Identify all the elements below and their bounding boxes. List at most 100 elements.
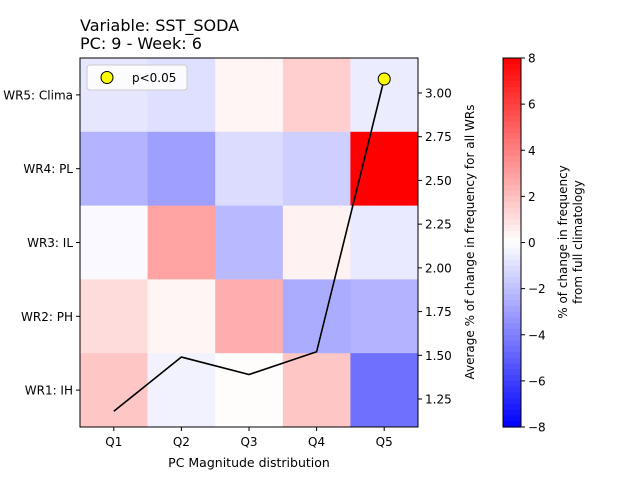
- colorbar-segment: [503, 150, 521, 157]
- heatmap-cell-wr1-ih-q1: [80, 353, 149, 428]
- colorbar-segment: [503, 242, 521, 249]
- colorbar-segment: [503, 259, 521, 267]
- heatmap-cell-wr4-pl-q5: [350, 131, 419, 207]
- y2-tick-label: 2.50: [425, 174, 452, 188]
- colorbar-tick-label: 4: [528, 144, 536, 158]
- colorbar-segment: [503, 346, 521, 353]
- colorbar-tick-label: −6: [528, 374, 546, 388]
- colorbar-segment: [503, 115, 521, 123]
- colorbar-segment: [503, 328, 521, 336]
- colorbar-segment: [503, 167, 521, 174]
- colorbar-segment: [503, 352, 521, 359]
- heatmap-cell-wr3-il-q1: [80, 205, 149, 280]
- colorbar-segment: [503, 219, 521, 226]
- heatmap-cell-wr1-ih-q5: [350, 353, 419, 428]
- colorbar: −8 −6 −4 −2 0 2 4 6 8: [502, 52, 546, 435]
- heatmap-cell-wr2-ph-q5: [350, 279, 419, 354]
- heatmap-cell-wr3-il-q3: [215, 205, 284, 280]
- line-series-path: [113, 78, 385, 412]
- colorbar-segment: [503, 104, 521, 111]
- colorbar-segment: [503, 386, 521, 394]
- colorbar-segment: [503, 277, 521, 284]
- colorbar-tick-label: 2: [528, 190, 536, 204]
- colorbar-segment: [503, 81, 521, 88]
- colorbar-tick-label: −8: [528, 421, 546, 435]
- y2-tick-label: 1.50: [425, 349, 452, 363]
- chart-title-line2: PC: 9 - Week: 6: [80, 34, 202, 53]
- colorbar-segment: [503, 334, 521, 342]
- colorbar-segment: [503, 69, 521, 76]
- colorbar-segment: [503, 403, 521, 411]
- x-tick-label: Q1: [105, 435, 122, 449]
- y2-tick-label: 2.00: [425, 261, 452, 275]
- colorbar-segment: [503, 311, 521, 319]
- colorbar-segment: [503, 138, 521, 146]
- colorbar-tick-label: −4: [528, 328, 546, 342]
- colorbar-segment: [503, 392, 521, 399]
- heatmap-cell-wr1-ih-q2: [147, 353, 216, 428]
- heatmap-cell-wr2-ph-q4: [282, 279, 351, 354]
- colorbar-segment: [503, 369, 521, 376]
- colorbar-segment: [503, 363, 521, 370]
- x-tick-label: Q3: [240, 435, 257, 449]
- colorbar-segment: [503, 92, 521, 99]
- colorbar-segment: [503, 323, 521, 330]
- y-tick-label: WR5: Clima: [3, 88, 73, 102]
- colorbar-segment: [503, 144, 521, 151]
- heatmap-cell-wr4-pl-q4: [282, 131, 351, 207]
- colorbar-segment: [503, 161, 521, 169]
- legend: p<0.05: [86, 64, 188, 91]
- colorbar-segment: [503, 225, 521, 232]
- colorbar-segment: [503, 271, 521, 278]
- colorbar-segment: [503, 294, 521, 301]
- colorbar-segment: [503, 58, 521, 65]
- heatmap-cell-wr1-ih-q4: [282, 353, 351, 428]
- colorbar-segment: [503, 75, 521, 82]
- y2-tick-label: 2.75: [425, 130, 452, 144]
- x-tick-label: Q5: [376, 435, 393, 449]
- colorbar-segment: [503, 409, 521, 417]
- heatmap-cell-wr4-pl-q3: [215, 131, 284, 207]
- colorbar-segment: [503, 121, 521, 128]
- colorbar-tick-label: −2: [528, 282, 546, 296]
- colorbar-segment: [503, 421, 521, 428]
- heatmap-cell-wr5-clima-q5: [350, 58, 419, 133]
- heatmap-cell-wr3-il-q5: [350, 205, 419, 280]
- colorbar-segment: [503, 86, 521, 94]
- heatmap-cell-wr2-ph-q2: [147, 279, 216, 354]
- colorbar-segment: [503, 213, 521, 221]
- line-series: [113, 72, 391, 412]
- y2-tick-label: 1.75: [425, 305, 452, 319]
- colorbar-segment: [503, 98, 521, 105]
- heatmap-cell-wr5-clima-q4: [282, 58, 351, 133]
- heatmap-cell-wr5-clima-q3: [215, 58, 284, 133]
- y-tick-label: WR4: PL: [23, 162, 73, 176]
- colorbar-segment: [503, 173, 521, 180]
- colorbar-tick-label: 6: [528, 98, 536, 112]
- colorbar-segment: [503, 202, 521, 209]
- colorbar-label-line1: % of change in frequency: [556, 165, 570, 319]
- colorbar-segment: [503, 236, 521, 244]
- chart-title-line1: Variable: SST_SODA: [80, 16, 239, 36]
- colorbar-segment: [503, 288, 521, 295]
- colorbar-segment: [503, 196, 521, 203]
- x-axis-label: PC Magnitude distribution: [168, 455, 330, 470]
- legend-box: [86, 64, 188, 91]
- heatmap-cell-wr4-pl-q2: [147, 131, 216, 207]
- colorbar-segment: [503, 305, 521, 313]
- y-tick-label: WR1: IH: [25, 384, 73, 398]
- legend-marker: [100, 71, 114, 84]
- heatmap-cells: [80, 58, 419, 428]
- heatmap-cell-wr2-ph-q3: [215, 279, 284, 354]
- colorbar-segment: [503, 254, 521, 261]
- y2-tick-label: 1.25: [425, 393, 452, 407]
- heatmap-cell-wr2-ph-q1: [80, 279, 149, 354]
- colorbar-segment: [503, 207, 521, 215]
- axes: Q1 Q2 Q3 Q4 Q5 WR5: Clima WR4: PL WR3: IL WR2: P…: [3, 57, 452, 449]
- colorbar-segment: [503, 265, 521, 272]
- colorbar-segment: [503, 415, 521, 422]
- colorbar-segment: [503, 375, 521, 382]
- colorbar-segment: [503, 190, 521, 197]
- heatmap-cell-wr3-il-q2: [147, 205, 216, 280]
